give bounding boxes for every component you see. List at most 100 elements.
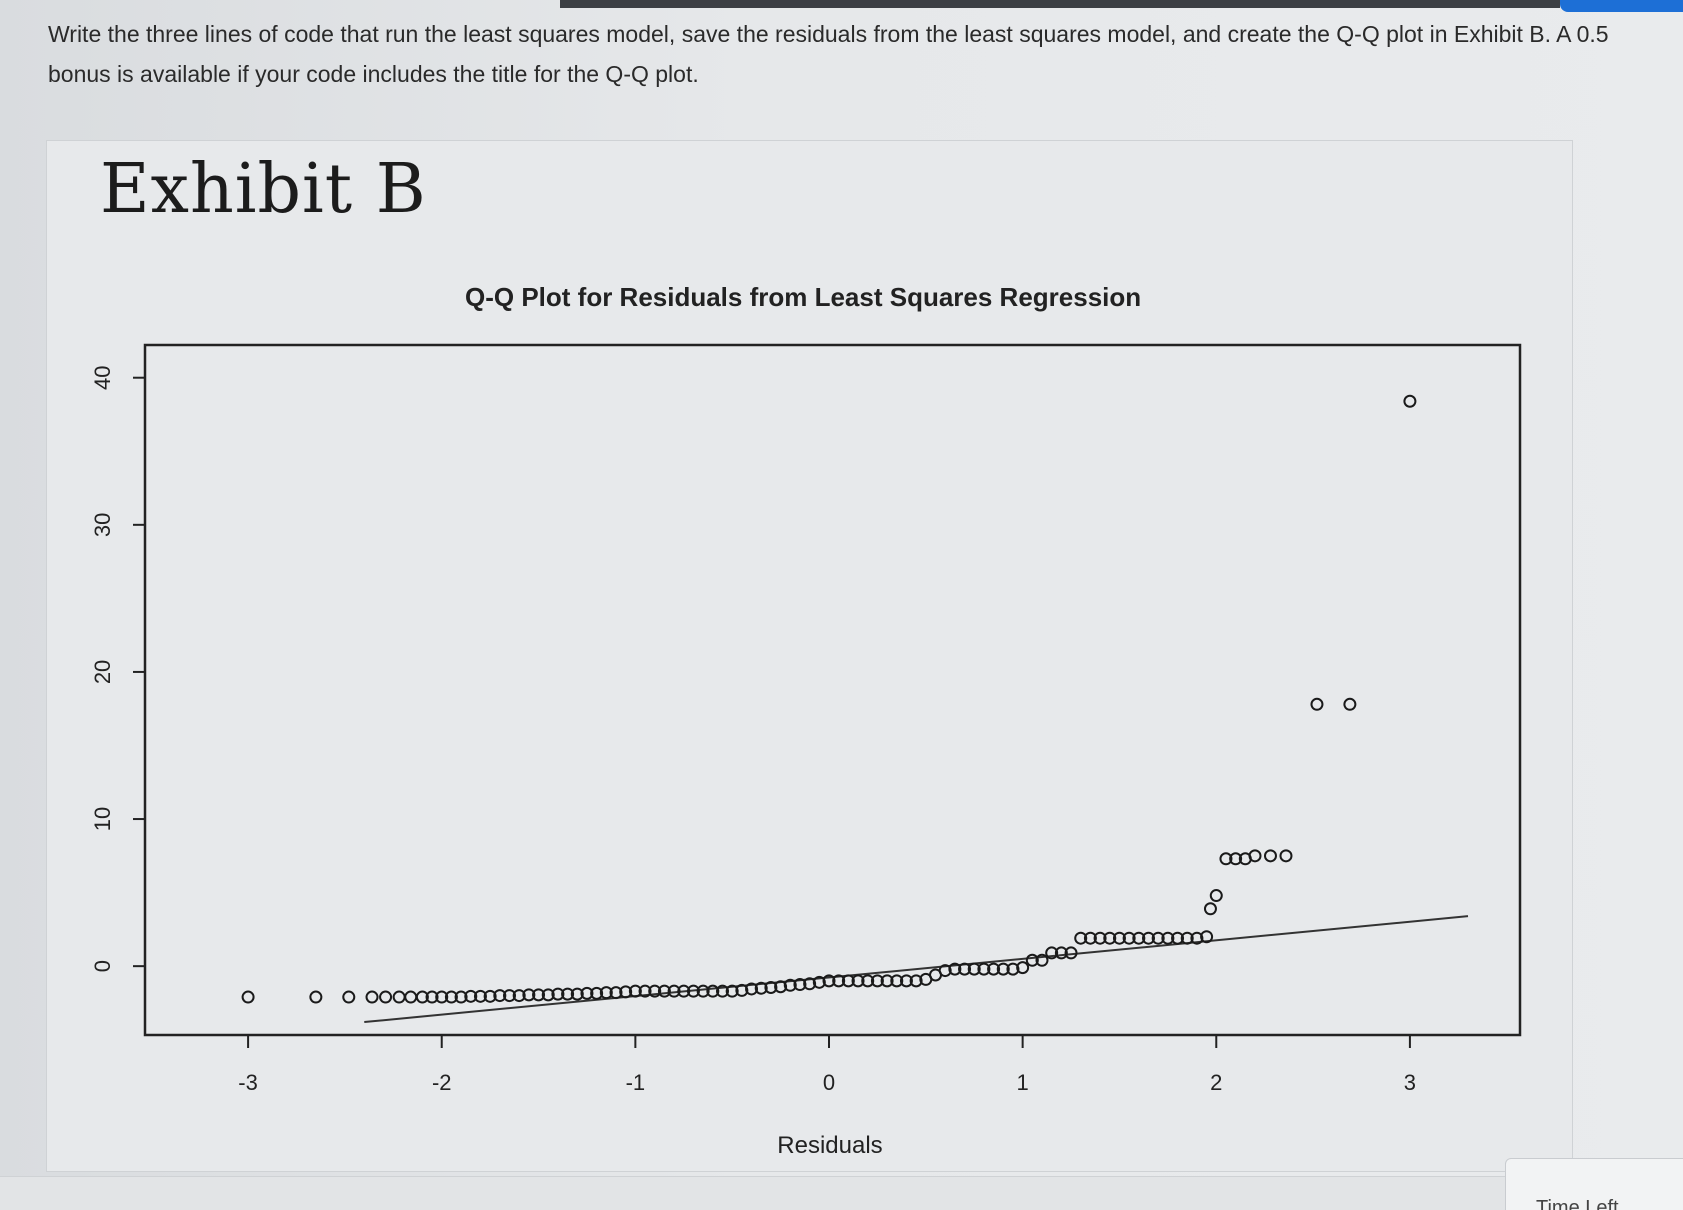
qq-point: [677, 984, 691, 998]
qq-point: [793, 978, 807, 992]
qq-point: [977, 962, 991, 976]
qq-point: [1103, 931, 1117, 945]
qq-point: [832, 974, 846, 988]
qq-point: [754, 981, 768, 995]
qq-point: [1074, 931, 1088, 945]
qq-point: [1025, 953, 1039, 967]
qq-point: [774, 980, 788, 994]
time-left-panel[interactable]: Time Left: [1505, 1158, 1683, 1210]
y-axis-ticks: 0 10 20 30 40: [90, 365, 145, 972]
qq-point: [967, 962, 981, 976]
x-tick-label: 0: [823, 1070, 835, 1095]
qq-point: [599, 986, 613, 1000]
qq-point: [561, 987, 575, 1001]
qq-point: [870, 974, 884, 988]
qq-point: [899, 974, 913, 988]
qq-point: [686, 984, 700, 998]
y-tick-label: 20: [90, 660, 115, 684]
qq-point: [541, 988, 555, 1002]
exhibit-card: [46, 140, 1573, 1172]
qq-point: [851, 974, 865, 988]
qq-point: [365, 990, 379, 1004]
qq-point: [241, 990, 255, 1004]
qq-point: [464, 989, 478, 1003]
qq-point: [657, 984, 671, 998]
qq-point: [745, 982, 759, 996]
qq-point: [1054, 946, 1068, 960]
qq-point: [503, 989, 516, 1003]
qq-point: [379, 990, 393, 1004]
x-axis-label: Residuals: [777, 1132, 882, 1159]
qq-point: [1151, 931, 1165, 945]
qq-point: [425, 990, 439, 1004]
qq-point: [1209, 889, 1223, 903]
qq-point: [1279, 849, 1293, 863]
x-tick-label: -2: [432, 1070, 452, 1095]
time-left-label: Time Left: [1536, 1197, 1619, 1210]
qq-point: [1263, 849, 1277, 863]
qq-point: [764, 980, 778, 994]
qq-point: [493, 989, 507, 1003]
qq-point: [1112, 931, 1126, 945]
qq-point: [551, 987, 565, 1001]
qq-point: [958, 962, 972, 976]
qq-point: [1161, 931, 1175, 945]
x-tick-label: 2: [1210, 1070, 1222, 1095]
bottom-strip: [0, 1176, 1505, 1210]
qq-point: [1248, 849, 1262, 863]
x-tick-label: -1: [626, 1070, 646, 1095]
qq-point: [783, 978, 797, 992]
x-tick-label: -3: [238, 1070, 258, 1095]
qq-point: [648, 984, 662, 998]
qq-point: [1122, 931, 1136, 945]
qq-point: [580, 986, 594, 1000]
qq-point: [1045, 946, 1059, 960]
qq-point: [1310, 697, 1324, 711]
qq-point: [619, 985, 633, 999]
qq-point: [590, 986, 604, 1000]
qq-point: [1190, 931, 1204, 945]
qq-point: [415, 990, 429, 1004]
qq-point: [522, 988, 536, 1002]
qq-point: [1180, 931, 1194, 945]
qq-point: [404, 990, 418, 1004]
qq-point: [880, 974, 894, 988]
top-toolbar: [560, 0, 1560, 8]
qq-point: [987, 962, 1001, 976]
qq-point: [948, 962, 962, 976]
qq-point: [1229, 852, 1243, 866]
top-accent-tab[interactable]: [1560, 0, 1683, 12]
qq-point: [1016, 961, 1030, 975]
x-tick-label: 3: [1404, 1070, 1416, 1095]
qq-point: [803, 977, 817, 991]
qq-point: [812, 975, 826, 989]
qq-point: [1035, 953, 1049, 967]
question-prompt: Write the three lines of code that run t…: [48, 21, 1609, 87]
x-tick-label: 1: [1017, 1070, 1029, 1095]
qq-point: [392, 990, 406, 1004]
qq-point: [532, 988, 546, 1002]
qq-point: [570, 987, 584, 1001]
qq-point: [1142, 931, 1155, 945]
qq-point: [1093, 931, 1107, 945]
qq-point: [822, 974, 836, 988]
qq-point: [716, 984, 729, 998]
qq-point: [309, 990, 323, 1004]
qq-point: [512, 989, 526, 1003]
qq-point: [841, 974, 855, 988]
qq-point: [667, 984, 681, 998]
qq-point: [1171, 931, 1185, 945]
qq-point: [1343, 697, 1357, 711]
qq-point: [696, 984, 710, 998]
qq-point: [444, 990, 458, 1004]
qq-point: [628, 984, 642, 998]
exhibit-title: Exhibit B: [100, 150, 427, 229]
chart-title: Q-Q Plot for Residuals from Least Square…: [465, 282, 1142, 312]
qq-point: [454, 990, 468, 1004]
qq-point: [996, 962, 1010, 976]
qq-point: [725, 984, 739, 998]
y-tick-label: 30: [90, 513, 115, 537]
qq-point: [890, 974, 904, 988]
